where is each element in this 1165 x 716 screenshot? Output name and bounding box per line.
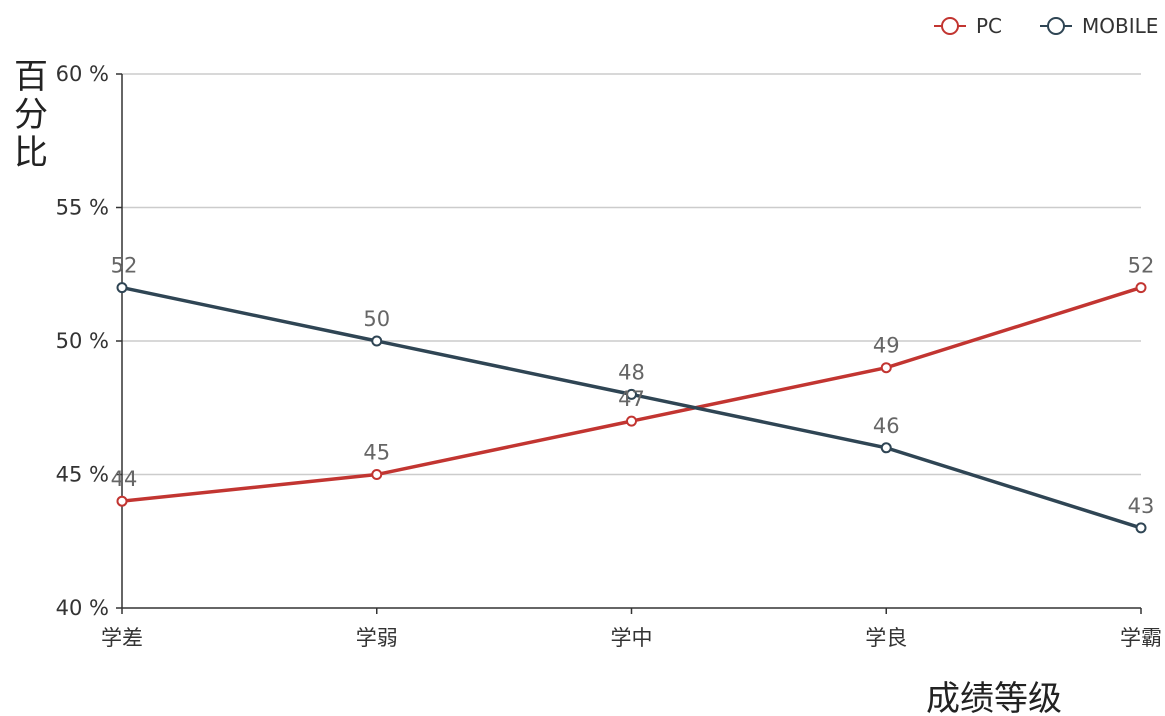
y-axis-ticks: 40 % 45 % 50 % 55 % 60 % bbox=[56, 62, 122, 620]
data-label: 52 bbox=[111, 254, 138, 278]
data-point[interactable] bbox=[371, 469, 383, 480]
data-label: 50 bbox=[363, 307, 390, 331]
legend[interactable]: PC MOBILE bbox=[934, 14, 1158, 38]
x-axis-title: 成绩等级 bbox=[926, 679, 1062, 716]
data-point[interactable] bbox=[880, 362, 892, 374]
grid-lines bbox=[122, 73, 1141, 476]
x-tick-label: 学良 bbox=[865, 626, 907, 650]
data-point[interactable] bbox=[1135, 282, 1147, 294]
series-group bbox=[116, 282, 1147, 534]
x-tick-label: 学差 bbox=[101, 626, 143, 650]
data-label: 43 bbox=[1128, 494, 1155, 518]
data-point[interactable] bbox=[1135, 522, 1147, 534]
data-point[interactable] bbox=[626, 388, 637, 400]
y-tick-label: 50 % bbox=[56, 329, 109, 353]
legend-circle-icon bbox=[941, 17, 959, 35]
data-point[interactable] bbox=[116, 495, 128, 507]
data-point[interactable] bbox=[371, 335, 383, 347]
data-point[interactable] bbox=[116, 282, 128, 294]
legend-circle-icon bbox=[1047, 17, 1065, 35]
data-label: 47 bbox=[618, 387, 645, 411]
legend-item[interactable]: PC bbox=[934, 14, 1002, 38]
y-tick-label: 60 % bbox=[56, 62, 109, 86]
legend-item[interactable]: MOBILE bbox=[1040, 14, 1158, 38]
data-labels: 44 45 47 49 52 52 50 48 46 43 bbox=[111, 254, 1155, 518]
x-tick-label: 学中 bbox=[611, 626, 653, 650]
data-label: 52 bbox=[1128, 254, 1155, 278]
legend-label: PC bbox=[976, 14, 1002, 38]
data-label: 48 bbox=[618, 360, 645, 384]
y-tick-label: 40 % bbox=[56, 596, 109, 620]
y-tick-label: 45 % bbox=[56, 463, 109, 487]
x-axis-ticks: 学差 学弱 学中 学良 学霸 bbox=[101, 608, 1162, 650]
y-tick-label: 55 % bbox=[56, 196, 109, 220]
data-label: 44 bbox=[111, 467, 138, 491]
data-point[interactable] bbox=[880, 442, 892, 454]
data-label: 46 bbox=[873, 414, 900, 438]
y-axis-title: 百分比 bbox=[14, 57, 48, 173]
x-tick-label: 学弱 bbox=[356, 626, 398, 650]
x-tick-label: 学霸 bbox=[1120, 626, 1162, 650]
legend-label: MOBILE bbox=[1082, 14, 1158, 38]
data-label: 49 bbox=[873, 334, 900, 358]
data-point[interactable] bbox=[626, 415, 637, 427]
data-label: 45 bbox=[363, 441, 390, 465]
